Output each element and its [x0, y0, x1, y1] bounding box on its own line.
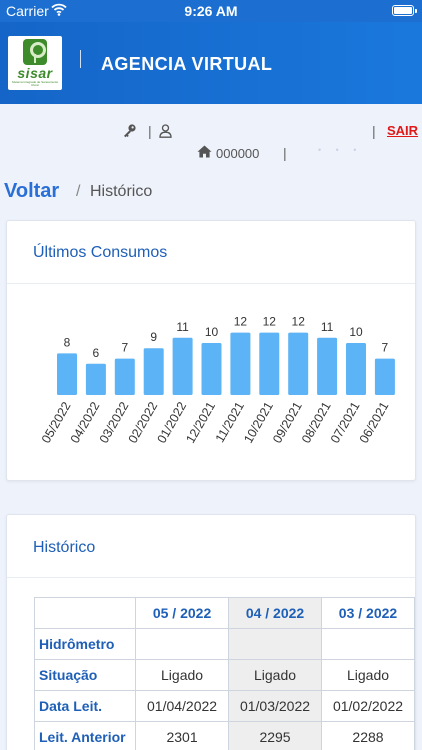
table-cell: 2288 [321, 721, 415, 750]
history-card: Histórico 05 / 2022 04 / 2022 03 / 2022 … [6, 514, 416, 750]
breadcrumb-current: Histórico [90, 183, 153, 200]
history-table: 05 / 2022 04 / 2022 03 / 2022 Hidrômetro… [33, 597, 415, 750]
column-header: 05 / 2022 [135, 597, 230, 629]
table-cell [321, 628, 415, 660]
history-card-title: Histórico [33, 539, 96, 556]
chart-data-label: 9 [150, 330, 157, 344]
loading-dots-icon: • • • [318, 145, 363, 155]
toolbar-separator: | [283, 145, 287, 161]
toolbar-separator: | [148, 123, 152, 139]
chart-bar[interactable] [143, 348, 164, 395]
chart-data-label: 12 [234, 315, 248, 329]
chart-bar[interactable] [172, 337, 193, 395]
table-cell: Ligado [228, 659, 322, 691]
chart-data-label: 10 [349, 325, 363, 339]
table-header-row: 05 / 2022 04 / 2022 03 / 2022 [33, 597, 415, 629]
clock: 9:26 AM [184, 3, 238, 19]
table-row: Hidrômetro [33, 628, 415, 660]
chart-data-label: 8 [64, 335, 71, 349]
table-cell [135, 628, 230, 660]
table-row: Situação Ligado Ligado Ligado [33, 659, 415, 691]
chart-bar[interactable] [346, 343, 366, 395]
chart-bar[interactable] [288, 332, 309, 395]
card-divider [7, 577, 415, 578]
breadcrumb-separator: / [76, 183, 81, 200]
chart-bar[interactable] [317, 337, 338, 395]
table-cell: 2295 [228, 721, 322, 750]
logout-link[interactable]: SAIR [387, 123, 419, 138]
chart-bar[interactable] [201, 343, 222, 395]
chart-data-label: 7 [121, 341, 128, 355]
logo-subtext: Sistema Integrado de Saneamento Rural [11, 80, 59, 87]
chart-data-label: 12 [263, 315, 277, 329]
table-row: Leit. Anterior 2301 2295 2288 [33, 721, 415, 750]
table-row: Data Leit. 01/04/2022 01/03/2022 01/02/2… [33, 690, 415, 722]
sisar-logo[interactable]: sisar Sistema Integrado de Saneamento Ru… [8, 36, 62, 90]
wifi-icon [51, 3, 67, 19]
chart-data-label: 6 [93, 346, 100, 360]
home-icon [197, 145, 212, 163]
consumption-bar-chart: 805/2022604/2022703/2022902/20221101/202… [39, 315, 395, 446]
chart-bar[interactable] [114, 358, 135, 395]
chart-data-label: 12 [292, 315, 306, 329]
row-label: Data Leit. [33, 690, 137, 722]
column-header: 04 / 2022 [228, 597, 322, 629]
table-cell: 01/03/2022 [228, 690, 322, 722]
card-divider [7, 283, 415, 284]
header-divider [80, 50, 81, 68]
carrier-label: Carrier [6, 3, 49, 19]
table-cell: 01/02/2022 [321, 690, 415, 722]
chart-data-label: 10 [205, 325, 219, 339]
table-cell: 01/04/2022 [135, 690, 230, 722]
app-header: sisar Sistema Integrado de Saneamento Ru… [0, 22, 422, 104]
chart-bar[interactable] [57, 353, 77, 395]
logo-text: sisar [17, 65, 53, 81]
app-title: AGENCIA VIRTUAL [101, 54, 273, 74]
key-icon[interactable] [122, 123, 137, 143]
chart-data-label: 11 [321, 320, 334, 334]
row-label: Situação [33, 659, 137, 691]
consumption-card-title: Últimos Consumos [33, 244, 168, 261]
table-cell [228, 628, 322, 660]
chart-bar[interactable] [230, 332, 251, 395]
consumption-card: Últimos Consumos 8 05/2022 6 04/2022 7 03/202… [6, 220, 416, 481]
table-corner [33, 597, 137, 629]
chart-data-label: 11 [176, 320, 189, 334]
account-number: 000000 [216, 146, 260, 161]
table-cell: Ligado [321, 659, 415, 691]
chart-bar[interactable] [374, 358, 395, 395]
chart-bar[interactable] [85, 363, 106, 395]
back-link[interactable]: Voltar [4, 180, 60, 202]
column-header: 03 / 2022 [321, 597, 415, 629]
battery-icon [392, 5, 417, 16]
chart-bar[interactable] [259, 332, 280, 395]
toolbar-separator: | [372, 123, 376, 139]
chart-data-label: 7 [382, 341, 389, 355]
row-label: Leit. Anterior [33, 721, 137, 750]
user-icon[interactable] [159, 124, 172, 143]
logo-mark-icon [23, 39, 47, 65]
table-cell: 2301 [135, 721, 230, 750]
table-cell: Ligado [135, 659, 230, 691]
status-bar: Carrier 9:26 AM [0, 0, 422, 22]
row-label: Hidrômetro [33, 628, 137, 660]
